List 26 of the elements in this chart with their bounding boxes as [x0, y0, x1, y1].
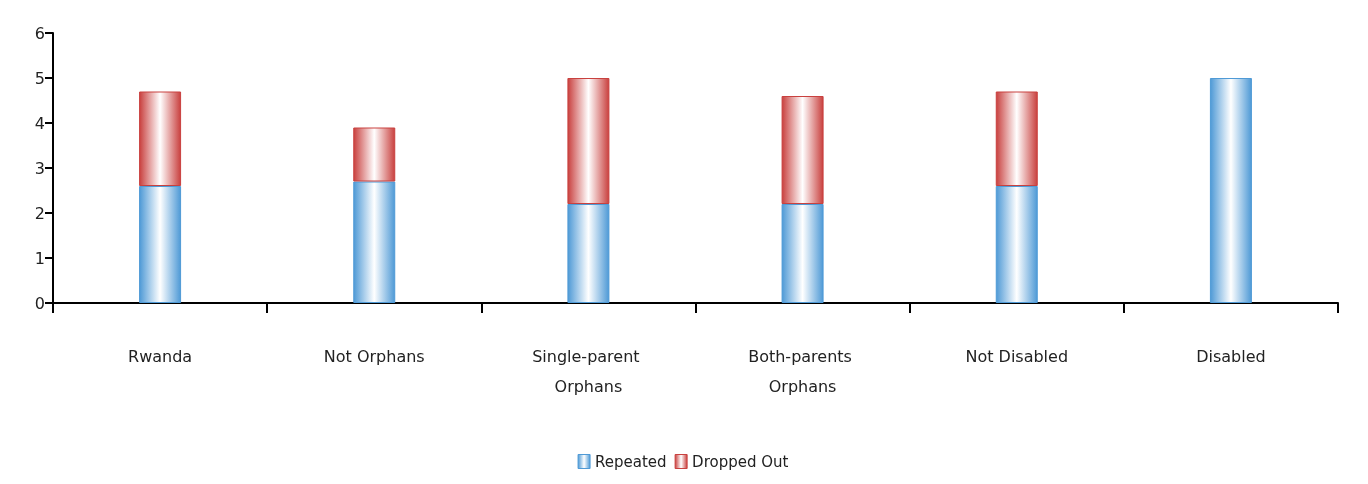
- y-tick-label: 3: [34, 158, 45, 178]
- y-tick-label: 0: [34, 293, 45, 313]
- y-tick-label: 6: [34, 23, 45, 43]
- legend-label: Dropped Out: [692, 452, 789, 471]
- bar: [1209, 78, 1252, 303]
- x-tick-label: Not Disabled: [965, 346, 1069, 366]
- bar: [139, 91, 182, 186]
- bar: [567, 204, 610, 303]
- legend-label: Repeated: [595, 452, 667, 471]
- y-tick-label: 2: [34, 203, 45, 223]
- bar: [781, 96, 824, 204]
- x-tick-label: Both-parents Orphans: [748, 346, 857, 396]
- x-tick-label: Not Orphans: [323, 346, 425, 366]
- bar: [567, 78, 610, 204]
- x-tick-label: Disabled: [1196, 346, 1266, 366]
- y-tick-label: 5: [34, 68, 45, 88]
- bar: [781, 204, 824, 303]
- bar: [995, 186, 1038, 303]
- x-tick-label: Rwanda: [128, 346, 193, 366]
- bar: [995, 91, 1038, 186]
- bar: [139, 186, 182, 303]
- y-tick-label: 1: [34, 248, 45, 268]
- bar: [353, 181, 396, 303]
- x-tick-label: Single-parent Orphans: [532, 346, 645, 396]
- bar: [353, 127, 396, 182]
- y-tick-label: 4: [34, 113, 45, 133]
